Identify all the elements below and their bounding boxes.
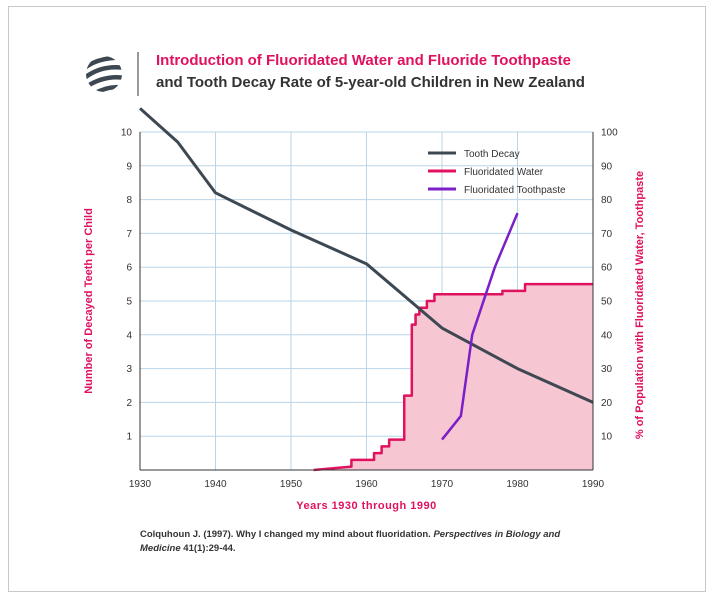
y-tick-label-left: 2 bbox=[126, 398, 132, 409]
citation-volume: 41(1):29-44. bbox=[180, 543, 236, 554]
y-tick-label-right: 40 bbox=[601, 330, 613, 341]
series-line-fluoridated-toothpaste bbox=[441, 212, 519, 441]
y-tick-label-right: 70 bbox=[601, 229, 613, 240]
y-tick-label-left: 8 bbox=[126, 195, 132, 206]
citation-journal: Perspectives in Biology and Medicine bbox=[140, 529, 561, 554]
x-tick-label: 1970 bbox=[431, 479, 454, 490]
legend-label-fluoridated-water: Fluoridated Water bbox=[464, 167, 544, 178]
y-axis-label-right: % of Population with Fluoridated Water, … bbox=[634, 171, 646, 439]
x-tick-label: 1930 bbox=[129, 479, 152, 490]
x-tick-label: 1980 bbox=[506, 479, 529, 490]
citation-text: Colquhoun J. (1997). Why I changed my mi… bbox=[140, 529, 434, 540]
chart-subtitle: and Tooth Decay Rate of 5-year-old Child… bbox=[156, 74, 585, 91]
chart-title: Introduction of Fluoridated Water and Fl… bbox=[156, 52, 571, 69]
y-tick-label-left: 6 bbox=[126, 263, 132, 274]
legend-label-fluoridated-toothpaste: Fluoridated Toothpaste bbox=[464, 185, 566, 196]
series-line-tooth-decay bbox=[138, 107, 594, 404]
y-axis-label-left: Number of Decayed Teeth per Child bbox=[83, 208, 95, 394]
y-tick-label-right: 60 bbox=[601, 263, 613, 274]
citation: Colquhoun J. (1997). Why I changed my mi… bbox=[140, 528, 580, 556]
y-tick-label-left: 3 bbox=[126, 364, 132, 375]
y-tick-label-left: 9 bbox=[126, 161, 132, 172]
fluoridated-water-area bbox=[313, 284, 593, 470]
series-line-fluoridated-water bbox=[313, 282, 593, 472]
y-tick-label-right: 20 bbox=[601, 398, 613, 409]
x-tick-label: 1990 bbox=[582, 479, 605, 490]
x-axis-label: Years 1930 through 1990 bbox=[296, 500, 437, 512]
x-tick-label: 1960 bbox=[355, 479, 378, 490]
y-tick-label-left: 10 bbox=[121, 128, 133, 139]
y-tick-label-right: 90 bbox=[601, 161, 613, 172]
y-tick-label-right: 100 bbox=[601, 128, 618, 139]
y-tick-label-left: 1 bbox=[126, 432, 132, 443]
y-tick-label-left: 7 bbox=[126, 229, 132, 240]
title-divider bbox=[137, 52, 139, 96]
x-tick-label: 1950 bbox=[280, 479, 303, 490]
y-tick-label-left: 5 bbox=[126, 297, 132, 308]
y-tick-label-right: 10 bbox=[601, 432, 613, 443]
legend-label-tooth-decay: Tooth Decay bbox=[464, 149, 520, 160]
y-tick-label-right: 80 bbox=[601, 195, 613, 206]
y-tick-label-right: 50 bbox=[601, 297, 613, 308]
swoosh-logo-icon bbox=[86, 56, 122, 92]
y-tick-label-right: 30 bbox=[601, 364, 613, 375]
x-tick-label: 1940 bbox=[204, 479, 227, 490]
figure-frame bbox=[8, 6, 706, 592]
y-tick-label-left: 4 bbox=[126, 330, 132, 341]
